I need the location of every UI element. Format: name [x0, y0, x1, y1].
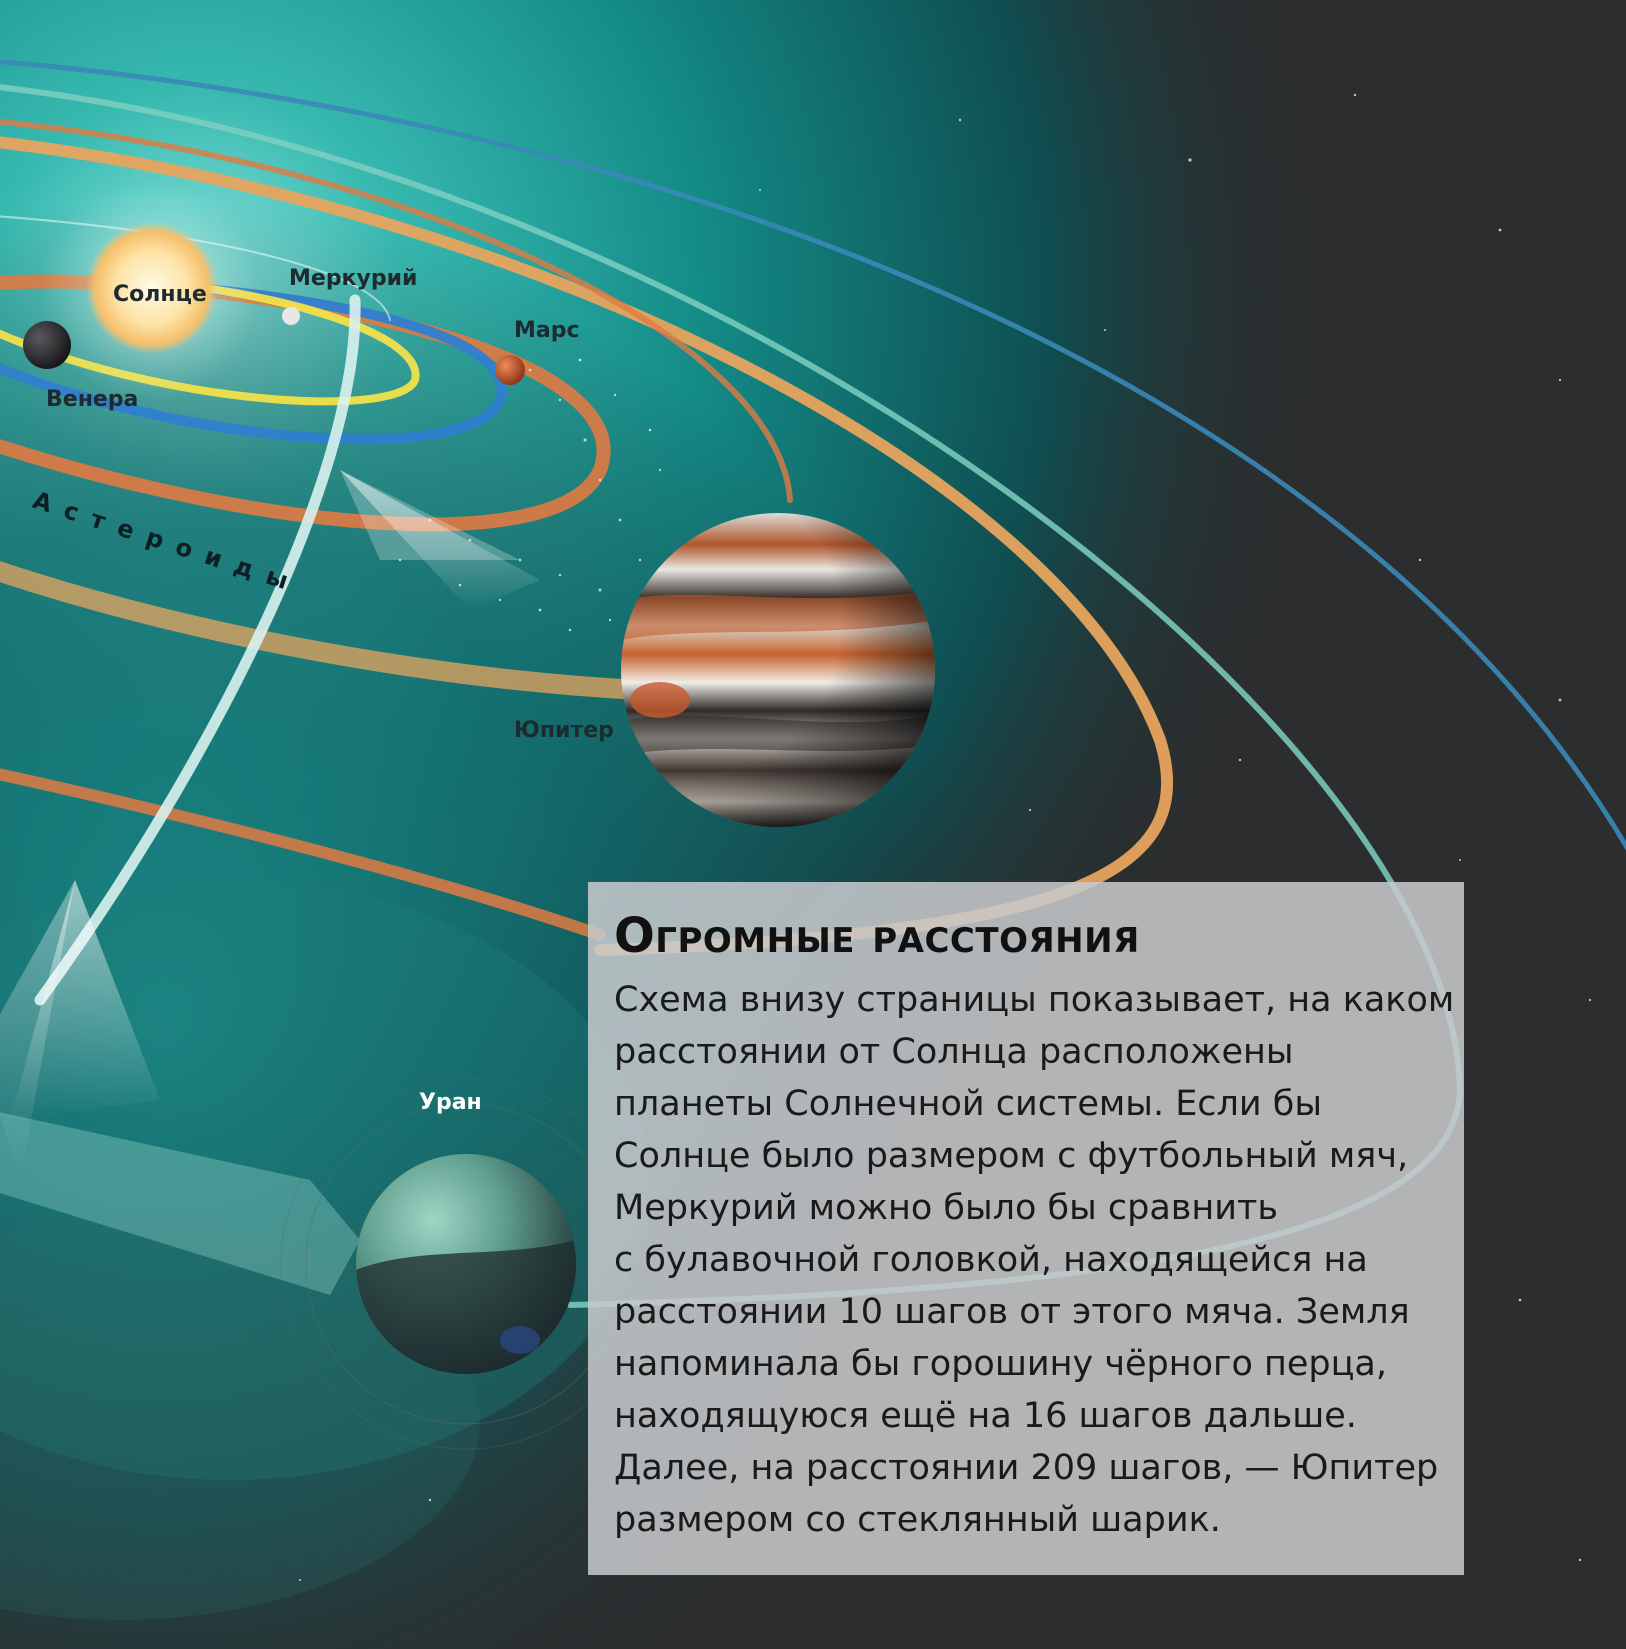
mars	[495, 355, 525, 385]
info-line: находящуюся ещё на 16 шагов дальше.	[614, 1396, 1357, 1436]
info-text: Схема внизу страницы показывает, на како…	[614, 974, 1455, 1546]
info-line: Меркурий можно было бы сравнить	[614, 1188, 1279, 1228]
venus-label: Венера	[46, 387, 139, 412]
info-line: Солнце было размером с футбольный мяч,	[614, 1136, 1409, 1176]
info-line: напоминала бы горошину чёрного перца,	[614, 1344, 1388, 1384]
info-title: Огромные расстояния	[614, 908, 1140, 964]
mars-label: Марс	[514, 318, 580, 343]
uranus	[280, 1078, 652, 1450]
mercury	[282, 307, 300, 325]
info-line: размером со стеклянный шарик.	[614, 1500, 1221, 1540]
stars	[299, 93, 1592, 1581]
info-line: Схема внизу страницы показывает, на како…	[614, 980, 1455, 1020]
jupiter	[621, 513, 935, 827]
info-line: Далее, на расстоянии 209 шагов, — Юпитер	[614, 1448, 1439, 1488]
info-line: планеты Солнечной системы. Если бы	[614, 1084, 1323, 1124]
light-beam	[0, 1112, 360, 1295]
info-line: расстоянии от Солнца расположены	[614, 1032, 1294, 1072]
sun-label: Солнце	[113, 282, 207, 307]
info-line: расстоянии 10 шагов от этого мяча. Земля	[614, 1292, 1410, 1332]
info-line: с булавочной головкой, находящейся на	[614, 1240, 1368, 1280]
sun	[86, 222, 218, 354]
mercury-label: Меркурий	[289, 266, 418, 291]
venus	[23, 321, 71, 369]
asteroid-belt	[398, 358, 662, 632]
uranus-label: Уран	[419, 1090, 482, 1115]
jupiter-label: Юпитер	[514, 718, 614, 743]
comet-tails	[0, 470, 540, 1180]
info-box: Огромные расстояния Схема внизу страницы…	[588, 882, 1464, 1575]
